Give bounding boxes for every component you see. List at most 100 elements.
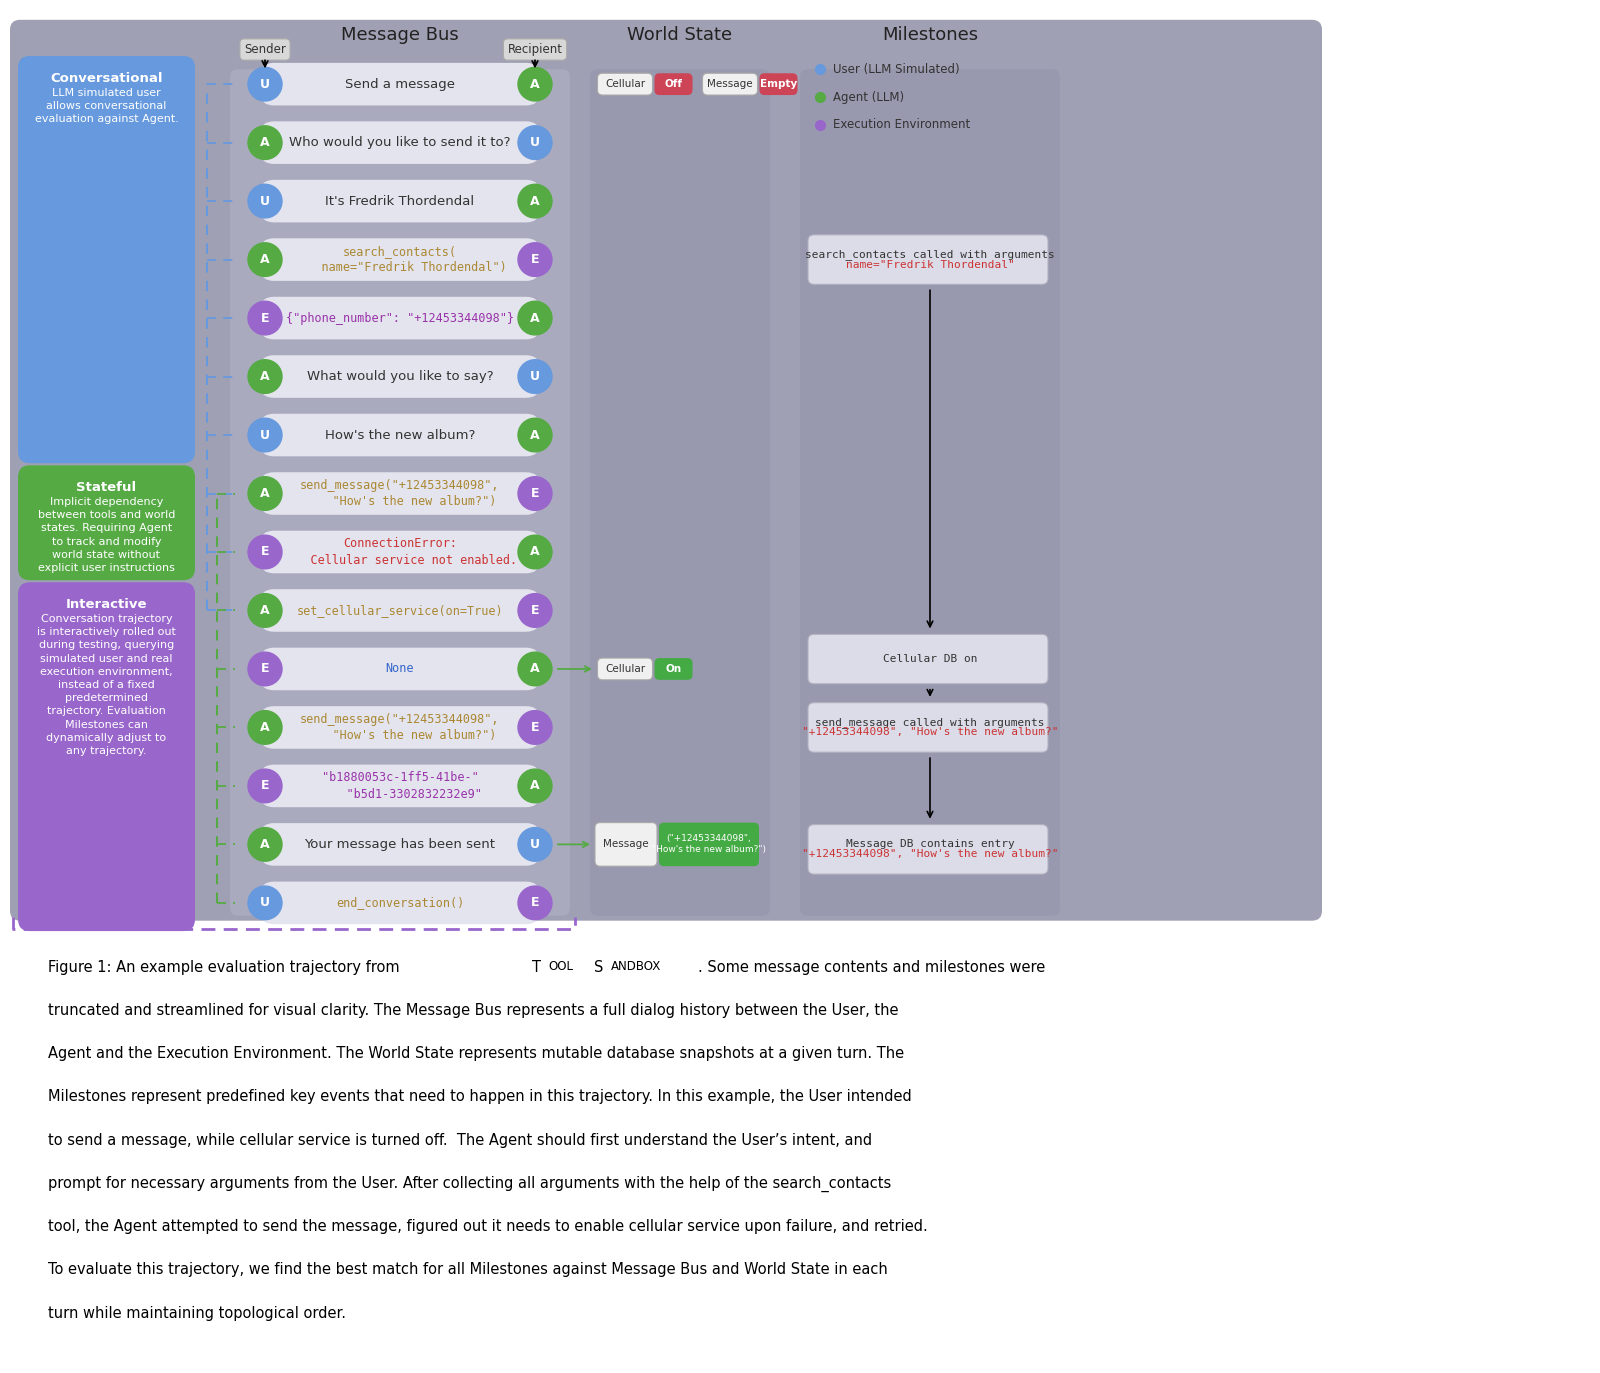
Text: Execution Environment: Execution Environment (834, 118, 970, 132)
FancyBboxPatch shape (259, 121, 541, 163)
Text: U: U (259, 897, 270, 909)
Text: World State: World State (627, 26, 733, 44)
Text: Conversational: Conversational (50, 71, 163, 85)
Text: U: U (530, 838, 541, 851)
Circle shape (518, 828, 552, 861)
FancyBboxPatch shape (800, 69, 1059, 916)
Text: Message DB contains entry: Message DB contains entry (846, 839, 1014, 850)
FancyBboxPatch shape (259, 472, 541, 515)
Text: E: E (531, 721, 539, 735)
Circle shape (248, 243, 282, 276)
Text: Milestones represent predefined key events that need to happen in this trajector: Milestones represent predefined key even… (48, 1090, 912, 1104)
Circle shape (248, 184, 282, 218)
Text: A: A (530, 78, 539, 91)
Text: What would you like to say?: What would you like to say? (307, 371, 493, 383)
FancyBboxPatch shape (18, 582, 195, 931)
Text: Empty: Empty (760, 80, 797, 89)
Text: . Some message contents and milestones were: . Some message contents and milestones w… (698, 960, 1045, 975)
Circle shape (248, 126, 282, 159)
Text: Stateful: Stateful (77, 481, 136, 494)
Text: U: U (530, 136, 541, 150)
Text: LLM simulated user
allows conversational
evaluation against Agent.: LLM simulated user allows conversational… (35, 88, 179, 124)
Text: name="Fredrik Thordendal": name="Fredrik Thordendal" (846, 259, 1014, 269)
Circle shape (518, 419, 552, 452)
FancyBboxPatch shape (18, 56, 195, 463)
Text: A: A (261, 838, 270, 851)
Text: None: None (386, 662, 414, 676)
Text: search_contacts called with arguments: search_contacts called with arguments (805, 249, 1054, 259)
Text: OOL: OOL (549, 960, 574, 972)
Circle shape (518, 243, 552, 276)
Text: How's the new album?: How's the new album? (325, 428, 475, 442)
Text: Conversation trajectory
is interactively rolled out
during testing, querying
sim: Conversation trajectory is interactively… (37, 614, 176, 757)
Text: "+12453344098", "How's the new album?": "+12453344098", "How's the new album?" (802, 850, 1058, 859)
Circle shape (518, 769, 552, 803)
FancyBboxPatch shape (760, 73, 797, 95)
Text: A: A (530, 312, 539, 324)
Text: send_message("+12453344098",
    "How's the new album?"): send_message("+12453344098", "How's the … (301, 713, 499, 743)
Text: prompt for necessary arguments from the User. After collecting all arguments wit: prompt for necessary arguments from the … (48, 1175, 891, 1192)
FancyBboxPatch shape (654, 73, 693, 95)
Circle shape (248, 67, 282, 102)
Text: A: A (261, 604, 270, 616)
Text: Off: Off (664, 80, 683, 89)
Circle shape (518, 711, 552, 744)
Text: Interactive: Interactive (66, 599, 147, 611)
Text: A: A (261, 721, 270, 735)
Text: {"phone_number": "+12453344098"}: {"phone_number": "+12453344098"} (286, 312, 514, 324)
Text: To evaluate this trajectory, we find the best match for all Milestones against M: To evaluate this trajectory, we find the… (48, 1263, 888, 1277)
Circle shape (518, 652, 552, 685)
Text: Who would you like to send it to?: Who would you like to send it to? (290, 136, 510, 150)
Text: U: U (259, 78, 270, 91)
Circle shape (518, 476, 552, 511)
Circle shape (248, 535, 282, 568)
FancyBboxPatch shape (259, 63, 541, 106)
FancyBboxPatch shape (808, 634, 1048, 684)
Text: send_message("+12453344098",
    "How's the new album?"): send_message("+12453344098", "How's the … (301, 479, 499, 508)
Text: S: S (594, 960, 603, 975)
Circle shape (518, 360, 552, 394)
Text: A: A (261, 136, 270, 150)
Text: Sender: Sender (245, 43, 286, 56)
Text: ("+12453344098",
"How's the new album?"): ("+12453344098", "How's the new album?") (653, 835, 766, 854)
Text: Recipient: Recipient (507, 43, 563, 56)
Text: E: E (531, 604, 539, 616)
Circle shape (518, 301, 552, 335)
Text: Message Bus: Message Bus (341, 26, 459, 44)
Text: A: A (530, 545, 539, 559)
Text: Figure 1: An example evaluation trajectory from: Figure 1: An example evaluation trajecto… (48, 960, 405, 975)
Text: search_contacts(
    name="Fredrik Thordendal"): search_contacts( name="Fredrik Thordenda… (293, 244, 507, 275)
Circle shape (248, 593, 282, 627)
Text: On: On (666, 665, 682, 674)
Circle shape (518, 886, 552, 920)
Text: A: A (530, 195, 539, 207)
Text: U: U (530, 371, 541, 383)
Text: Implicit dependency
between tools and world
states. Requiring Agent
to track and: Implicit dependency between tools and wo… (38, 497, 174, 573)
Text: A: A (261, 487, 270, 500)
Text: Agent (LLM): Agent (LLM) (834, 91, 904, 103)
FancyBboxPatch shape (597, 658, 653, 680)
FancyBboxPatch shape (259, 881, 541, 924)
Text: E: E (261, 545, 269, 559)
Circle shape (518, 67, 552, 102)
FancyBboxPatch shape (10, 19, 1322, 921)
Circle shape (518, 593, 552, 627)
Text: Cellular DB on: Cellular DB on (883, 654, 978, 665)
Circle shape (518, 184, 552, 218)
Text: end_conversation(): end_conversation() (336, 897, 464, 909)
Circle shape (248, 419, 282, 452)
Text: truncated and streamlined for visual clarity. The Message Bus represents a full : truncated and streamlined for visual cla… (48, 1002, 899, 1017)
FancyBboxPatch shape (654, 658, 693, 680)
Text: It's Fredrik Thordendal: It's Fredrik Thordendal (325, 195, 475, 207)
Circle shape (248, 652, 282, 685)
Text: ANDBOX: ANDBOX (611, 960, 661, 972)
Text: A: A (530, 662, 539, 676)
FancyBboxPatch shape (18, 465, 195, 581)
Text: A: A (261, 371, 270, 383)
Text: Cellular: Cellular (605, 665, 645, 674)
Text: E: E (261, 312, 269, 324)
Text: Milestones: Milestones (882, 26, 978, 44)
Text: E: E (531, 253, 539, 266)
FancyBboxPatch shape (259, 413, 541, 456)
Text: E: E (531, 487, 539, 500)
